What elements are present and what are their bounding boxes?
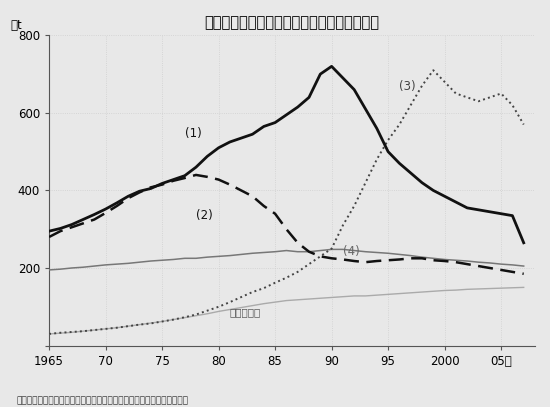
Text: (3): (3) [399,81,416,94]
Text: (2): (2) [196,209,213,222]
Text: (4): (4) [343,245,360,258]
Title: 漁業種類別生産量および水産物輸入量の推移: 漁業種類別生産量および水産物輸入量の推移 [205,15,380,30]
Text: 〔農林水産省「漁業・養殖業生産統計年報」「食料需給表」から作成〕: 〔農林水産省「漁業・養殖業生産統計年報」「食料需給表」から作成〕 [16,396,189,405]
Text: (1): (1) [185,127,201,140]
Text: 万t: 万t [10,19,22,32]
Text: 海面養殖業: 海面養殖業 [230,308,261,317]
